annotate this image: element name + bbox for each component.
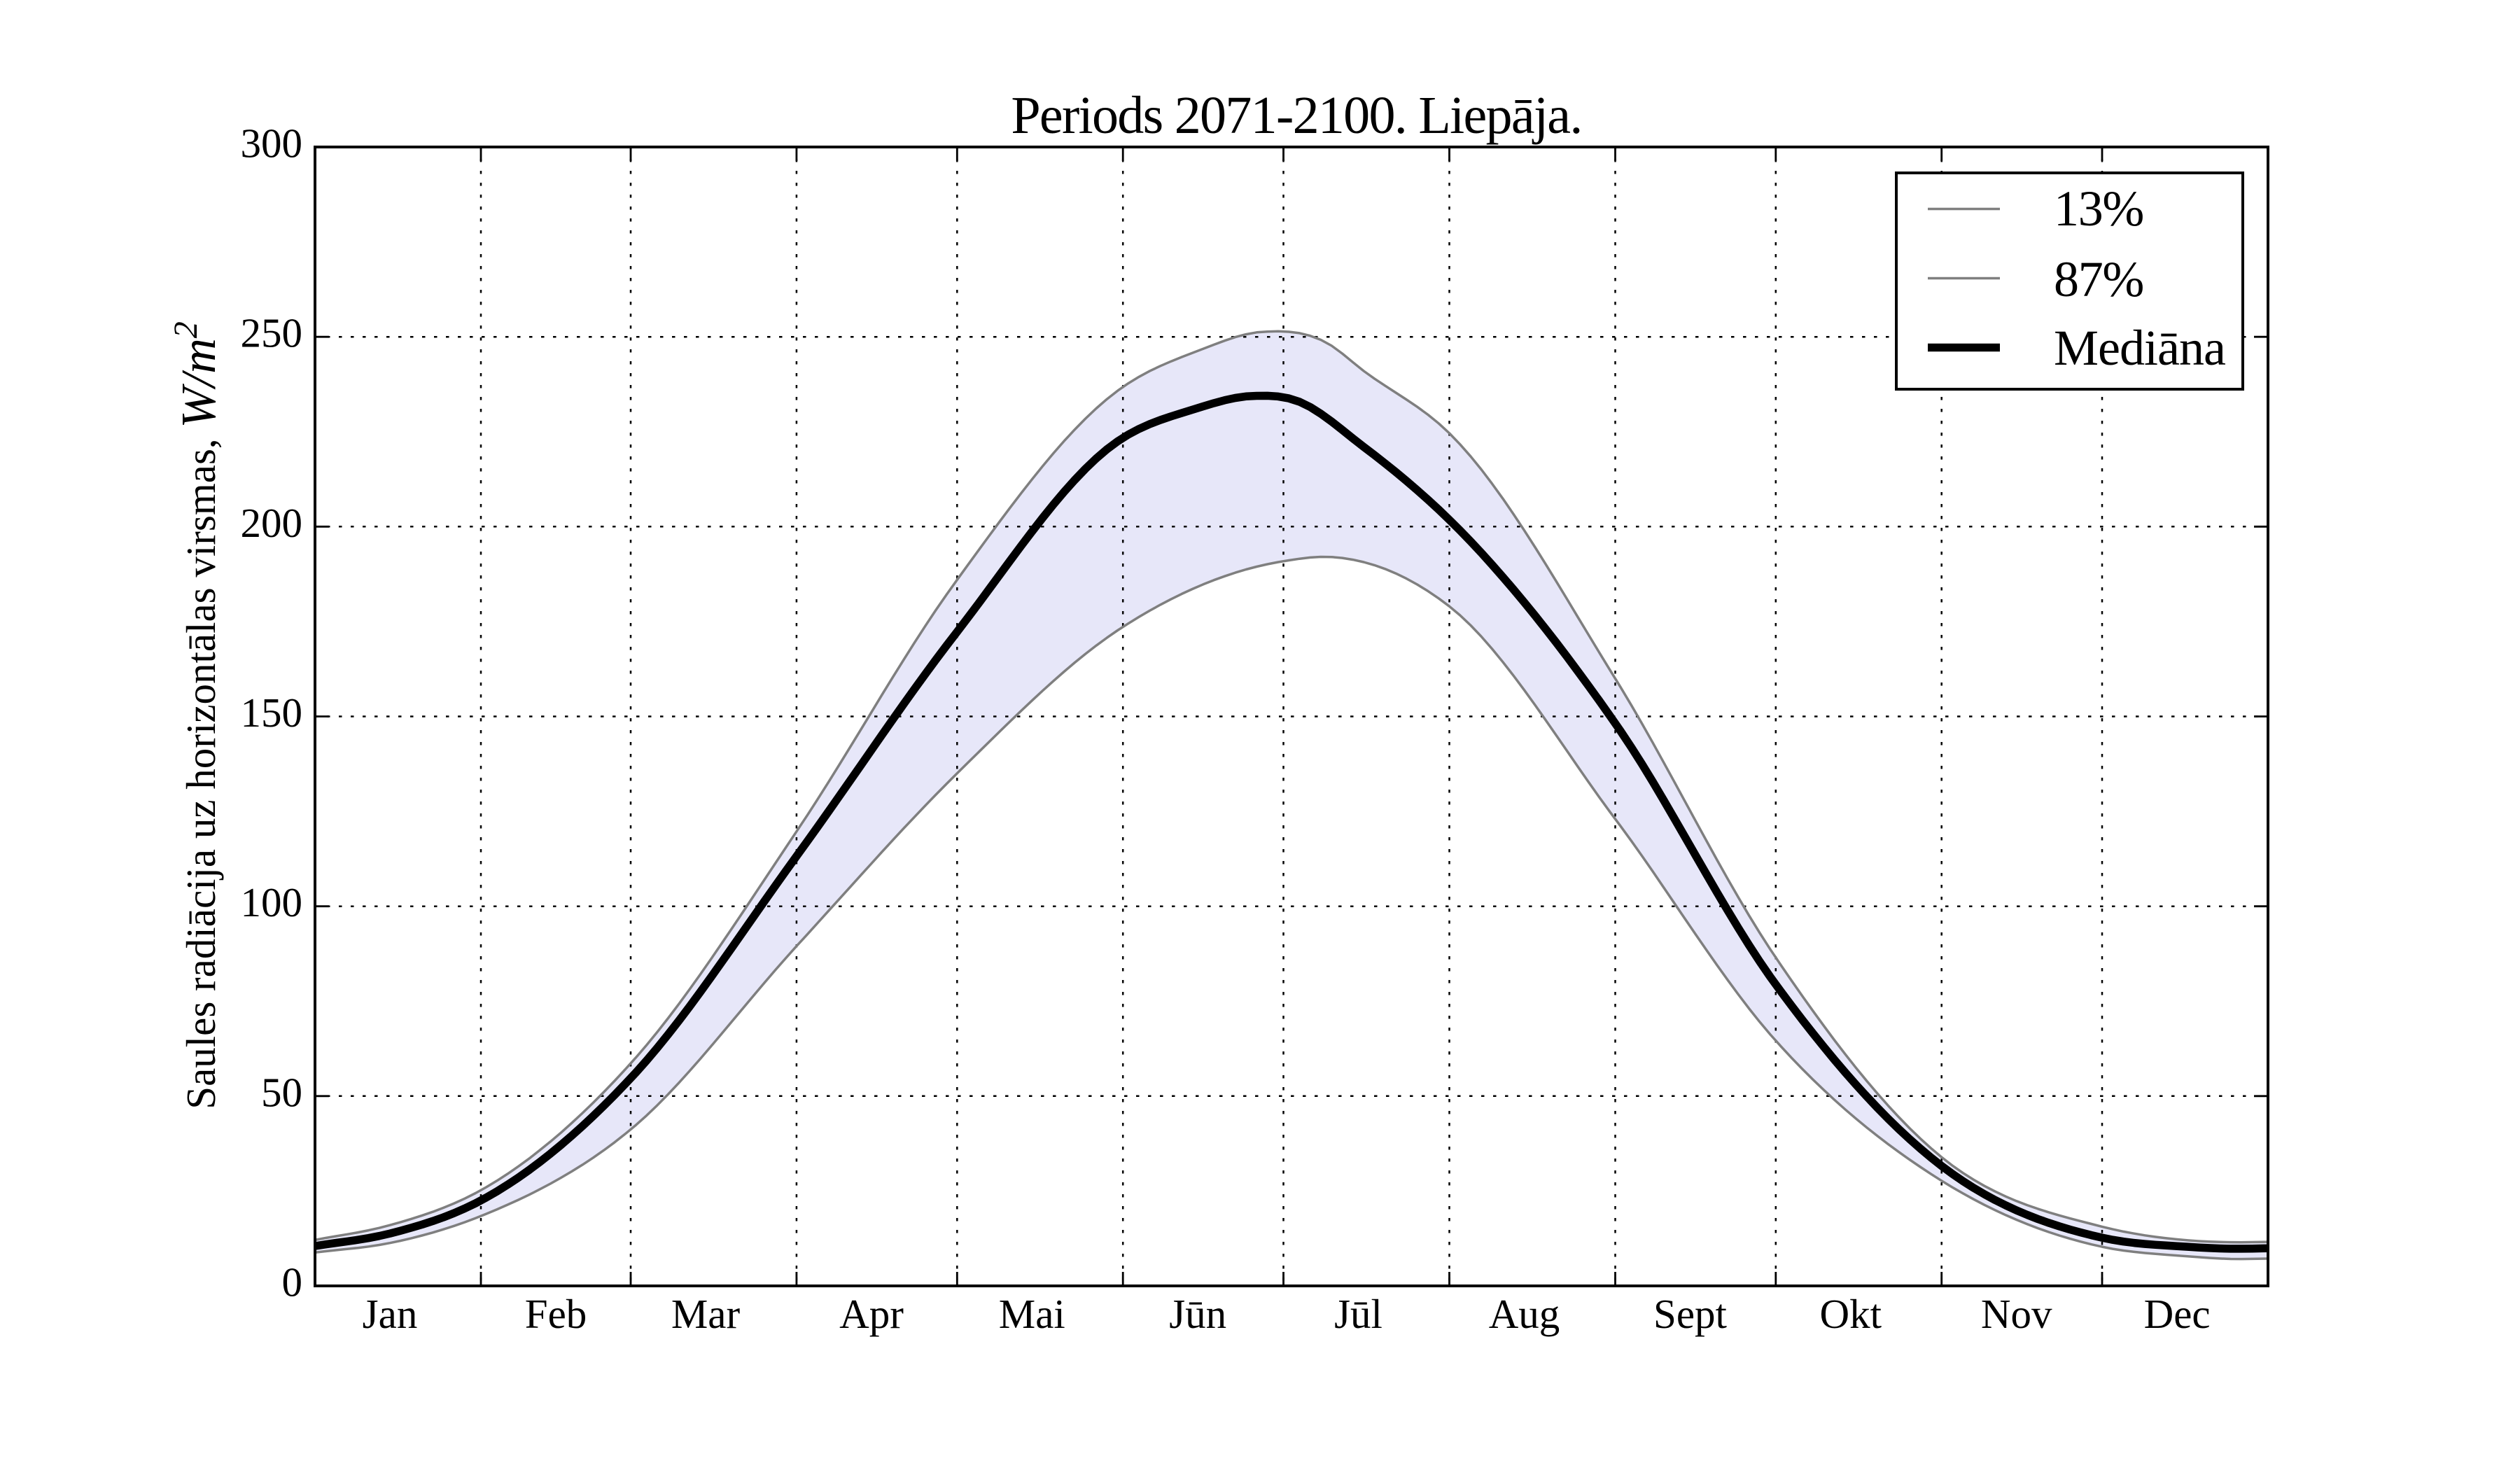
svg-text:Dec: Dec xyxy=(2144,1291,2211,1337)
svg-text:Nov: Nov xyxy=(1981,1291,2052,1337)
svg-text:Mediāna: Mediāna xyxy=(2054,320,2225,376)
svg-text:Okt: Okt xyxy=(1820,1291,1882,1337)
svg-text:Jūn: Jūn xyxy=(1169,1291,1226,1337)
svg-text:Periods 2071-2100. Liepāja.: Periods 2071-2100. Liepāja. xyxy=(1011,86,1581,145)
svg-text:100: 100 xyxy=(241,879,303,925)
svg-text:150: 150 xyxy=(241,690,303,736)
svg-text:Jan: Jan xyxy=(363,1291,418,1337)
svg-text:Apr: Apr xyxy=(839,1291,904,1337)
svg-text:300: 300 xyxy=(241,120,303,167)
svg-text:Sept: Sept xyxy=(1653,1291,1728,1337)
svg-text:50: 50 xyxy=(261,1069,302,1115)
svg-text:Mar: Mar xyxy=(671,1291,741,1337)
svg-text:0: 0 xyxy=(282,1259,303,1306)
svg-text:13%: 13% xyxy=(2054,181,2143,237)
svg-text:Jūl: Jūl xyxy=(1334,1291,1382,1337)
svg-text:250: 250 xyxy=(241,310,303,356)
svg-text:200: 200 xyxy=(241,500,303,546)
svg-text:Feb: Feb xyxy=(525,1291,587,1337)
svg-text:87%: 87% xyxy=(2054,251,2143,307)
svg-text:Mai: Mai xyxy=(999,1291,1065,1337)
svg-text:Aug: Aug xyxy=(1489,1291,1560,1337)
